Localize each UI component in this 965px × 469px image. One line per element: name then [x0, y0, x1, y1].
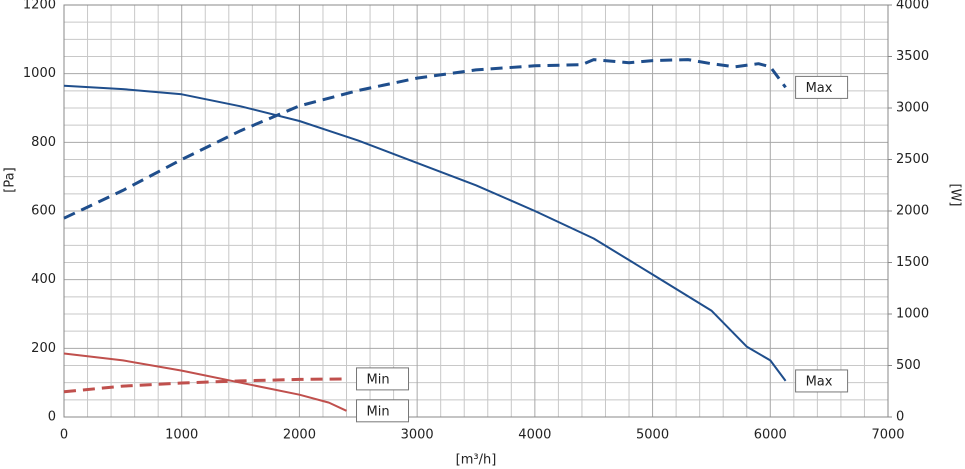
- series-label-box: [356, 399, 410, 423]
- series-label: Min: [367, 372, 390, 387]
- series-line: [63, 58, 787, 220]
- y2-tick-label: 3500: [896, 49, 929, 64]
- series-label: Max: [806, 374, 833, 389]
- y-tick-label: 400: [31, 272, 56, 287]
- y2-tick-label: 3000: [896, 101, 929, 116]
- y2-tick-label: 0: [896, 410, 904, 425]
- y-tick-label: 600: [31, 204, 56, 219]
- series-label-box: [795, 369, 849, 393]
- series-label-box: [795, 75, 849, 99]
- y2-axis-label: [W]: [948, 184, 963, 207]
- y2-tick-label: 4000: [896, 0, 929, 13]
- y2-tick-label: 1500: [896, 255, 929, 270]
- y-tick-label: 1000: [23, 66, 56, 81]
- series-line: [63, 352, 347, 412]
- plot-border: [63, 4, 889, 418]
- series-label-box: [356, 367, 410, 391]
- x-tick-label: 2000: [283, 428, 316, 443]
- y-tick-label: 0: [48, 410, 56, 425]
- y-tick-label: 1200: [23, 0, 56, 13]
- x-tick-label: 4000: [518, 428, 551, 443]
- series-line: [63, 377, 347, 394]
- x-tick-label: 0: [60, 428, 68, 443]
- y-axis-label: [Pa]: [3, 167, 18, 192]
- series-line: [63, 84, 787, 382]
- x-tick-label: 5000: [636, 428, 669, 443]
- x-tick-label: 3000: [401, 428, 434, 443]
- x-tick-label: 7000: [871, 428, 904, 443]
- series-label: Min: [367, 404, 390, 419]
- y-tick-label: 800: [31, 135, 56, 150]
- x-tick-label: 6000: [754, 428, 787, 443]
- y-tick-label: 200: [31, 341, 56, 356]
- x-tick-label: 1000: [165, 428, 198, 443]
- series-label: Max: [806, 81, 833, 96]
- y2-tick-label: 500: [896, 358, 921, 373]
- y2-tick-label: 1000: [896, 307, 929, 322]
- y2-tick-label: 2500: [896, 152, 929, 167]
- x-axis-label: [m³/h]: [456, 453, 497, 468]
- y2-tick-label: 2000: [896, 204, 929, 219]
